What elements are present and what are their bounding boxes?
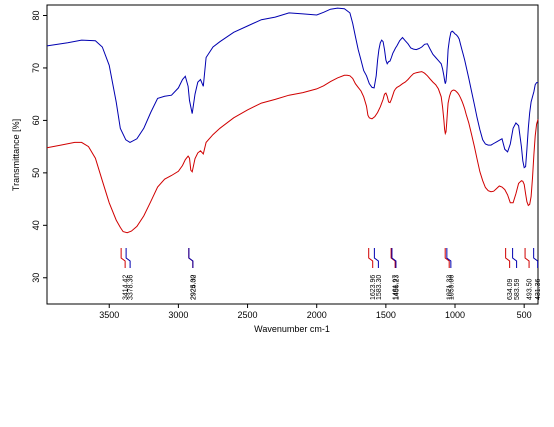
peak-marker bbox=[512, 248, 518, 268]
x-tick-label: 3000 bbox=[168, 310, 188, 320]
y-tick-label: 50 bbox=[31, 168, 41, 178]
y-axis-label: Transmittance [%] bbox=[11, 119, 21, 191]
y-axis: 30 40 50 60 70 80 bbox=[31, 10, 47, 283]
peak-label: 634.09 bbox=[507, 278, 514, 300]
peak-marker bbox=[524, 248, 530, 268]
series-group bbox=[46, 7, 539, 234]
peak-label: 1461.97 bbox=[393, 275, 400, 300]
peak-marker bbox=[533, 248, 539, 268]
peak-marker bbox=[125, 248, 131, 268]
peak-marker bbox=[446, 248, 452, 268]
peak-marker bbox=[120, 248, 126, 268]
y-tick-label: 40 bbox=[31, 220, 41, 230]
peak-label: 1456.23 bbox=[393, 275, 400, 300]
peak-label: 1059.06 bbox=[448, 275, 455, 300]
x-axis: 3500 3000 2500 2000 1500 1000 500 bbox=[99, 304, 532, 320]
peak-marker bbox=[505, 248, 511, 268]
peak-label: 431.36 bbox=[535, 278, 542, 300]
peak-label: 1623.96 bbox=[370, 275, 377, 300]
peak-label: 3414.42 bbox=[123, 275, 130, 300]
x-tick-label: 1500 bbox=[376, 310, 396, 320]
y-tick-label: 30 bbox=[31, 273, 41, 283]
x-tick-label: 1000 bbox=[445, 310, 465, 320]
series-line-2 bbox=[46, 71, 539, 234]
y-tick-label: 80 bbox=[31, 10, 41, 20]
x-tick-label: 2500 bbox=[238, 310, 258, 320]
peak-label: 1583.30 bbox=[376, 275, 383, 300]
y-tick-label: 70 bbox=[31, 63, 41, 73]
peak-label: 2924.30 bbox=[190, 275, 197, 300]
peak-marker bbox=[188, 248, 194, 268]
series-line-1 bbox=[46, 7, 538, 169]
peak-marker bbox=[391, 248, 397, 268]
peak-marker bbox=[368, 248, 374, 268]
x-tick-label: 2000 bbox=[307, 310, 327, 320]
peak-marker bbox=[444, 248, 450, 268]
plot-frame bbox=[46, 4, 539, 305]
peak-marker bbox=[373, 248, 379, 268]
peak-label: 493.50 bbox=[527, 278, 534, 300]
x-tick-label: 3500 bbox=[99, 310, 119, 320]
x-tick-label: 500 bbox=[517, 310, 532, 320]
y-tick-label: 60 bbox=[31, 115, 41, 125]
peak-label: 2925.02 bbox=[190, 275, 197, 300]
peak-label: 1071.33 bbox=[447, 275, 454, 300]
x-axis-label: Wavenumber cm-1 bbox=[254, 324, 330, 334]
peak-label: 3378.36 bbox=[128, 275, 135, 300]
peak-label: 583.59 bbox=[514, 278, 521, 300]
